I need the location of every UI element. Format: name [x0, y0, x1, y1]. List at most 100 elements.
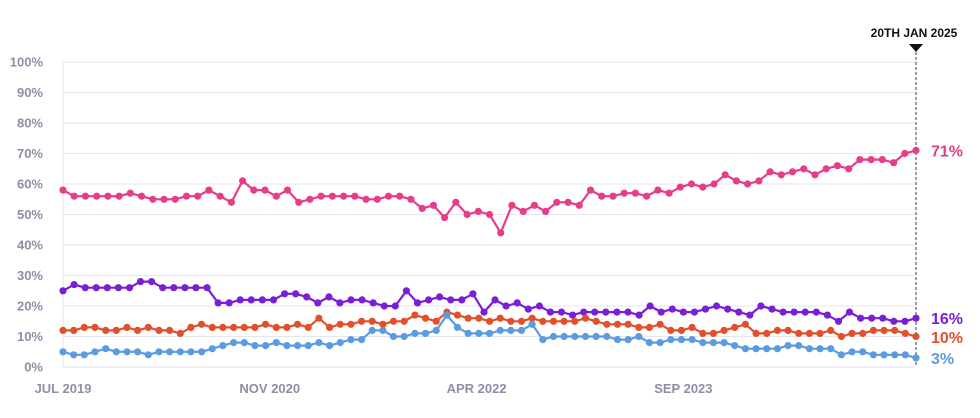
data-point [126, 189, 134, 197]
data-point [721, 171, 729, 179]
data-point [564, 198, 572, 206]
data-point [856, 156, 864, 164]
data-point [766, 168, 774, 176]
data-point [194, 192, 202, 200]
data-point [134, 326, 142, 334]
data-point [70, 192, 78, 200]
data-point [149, 195, 157, 203]
data-point [250, 186, 258, 194]
series-end-label: 10% [931, 330, 963, 347]
series-end-label: 71% [931, 143, 963, 160]
data-point [901, 351, 909, 359]
data-point [524, 305, 532, 313]
data-point [757, 302, 765, 310]
data-point [70, 326, 78, 334]
data-point [631, 189, 640, 197]
data-point [549, 317, 558, 325]
data-point [823, 311, 832, 319]
data-point [665, 189, 673, 197]
data-point [496, 314, 504, 322]
data-point [603, 320, 611, 328]
data-point [827, 345, 835, 353]
data-point [635, 311, 643, 319]
data-point [369, 299, 377, 307]
data-point [368, 326, 376, 334]
data-point [283, 323, 291, 331]
x-tick-label: SEP 2023 [654, 381, 712, 396]
data-point [432, 326, 440, 334]
data-point [59, 348, 67, 356]
data-point [281, 290, 289, 298]
data-point [80, 351, 88, 359]
data-point [485, 317, 494, 325]
data-point [784, 326, 792, 334]
data-point [857, 314, 865, 322]
data-point [347, 296, 355, 304]
data-point [336, 299, 344, 307]
data-point [347, 320, 355, 328]
data-point [166, 326, 174, 334]
data-point [134, 348, 142, 356]
data-point [326, 342, 334, 350]
data-point [624, 320, 632, 328]
data-point [125, 284, 134, 292]
x-tick-label: JUL 2019 [35, 381, 92, 396]
data-point [788, 168, 797, 176]
data-point [535, 302, 544, 310]
data-point [891, 326, 899, 334]
data-point [912, 354, 920, 362]
data-point [586, 186, 595, 194]
data-point [432, 317, 440, 325]
data-point [429, 201, 437, 209]
data-point [752, 345, 760, 353]
data-point [292, 290, 300, 298]
data-point [539, 336, 547, 344]
data-point [418, 204, 426, 212]
data-point [216, 192, 224, 200]
data-point [182, 192, 191, 200]
data-point [709, 339, 718, 347]
data-point [646, 302, 654, 310]
series-end-label: 3% [931, 351, 954, 368]
data-point [198, 348, 206, 356]
data-point [519, 207, 527, 215]
data-point [677, 326, 686, 334]
data-point [833, 162, 842, 170]
data-point [148, 278, 156, 286]
data-point [507, 326, 515, 334]
data-point [688, 336, 696, 344]
y-tick-label: 20% [17, 299, 43, 314]
data-point [480, 308, 488, 316]
data-point [890, 159, 898, 167]
data-point [773, 345, 782, 353]
data-point [879, 314, 887, 322]
data-point [272, 323, 280, 331]
data-point [656, 320, 664, 328]
data-point [236, 296, 244, 304]
data-point [845, 165, 853, 173]
data-point [425, 296, 433, 304]
data-point [848, 329, 856, 337]
data-point [380, 302, 388, 310]
data-point [827, 326, 835, 334]
data-point [304, 342, 312, 350]
data-point [436, 293, 444, 301]
series-line [62, 149, 917, 234]
data-point [710, 180, 718, 188]
data-point [592, 317, 600, 325]
data-point [822, 165, 830, 173]
data-point [811, 171, 819, 179]
data-point [475, 314, 483, 322]
data-point [613, 308, 621, 316]
data-point [396, 192, 404, 200]
data-point [400, 317, 408, 325]
series-lines [59, 146, 920, 362]
data-point [891, 351, 899, 359]
data-point [485, 210, 494, 219]
data-point [834, 317, 843, 325]
data-point [502, 302, 510, 310]
data-point [569, 311, 577, 319]
data-point [553, 198, 561, 206]
end-labels: 71% 16% 10% 3% [931, 143, 963, 367]
